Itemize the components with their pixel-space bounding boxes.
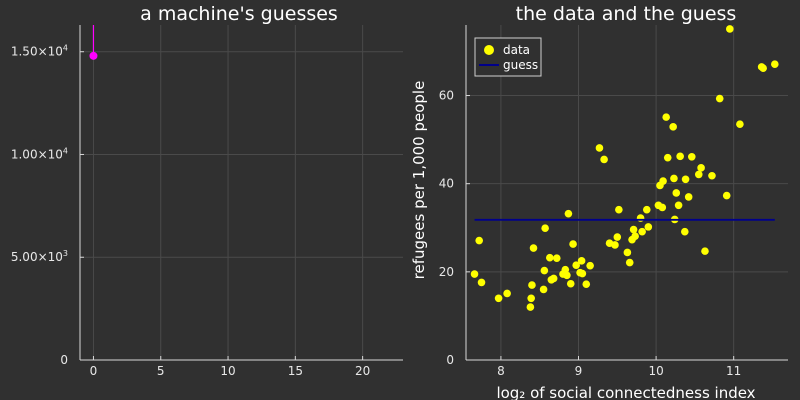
data-point — [539, 285, 548, 294]
loss-x-ticks: 0 5 10 15 20 — [90, 356, 370, 378]
scatter-marks — [470, 25, 779, 311]
loss-y-tick-label: 0 — [60, 353, 68, 367]
data-point — [736, 120, 744, 128]
loss-y-tick-label: 1.00×104 — [11, 146, 68, 161]
data-point — [563, 271, 571, 280]
data-point — [708, 171, 716, 180]
data-point — [561, 265, 570, 274]
data-point — [477, 278, 486, 287]
data-point — [670, 174, 678, 183]
data-point — [669, 123, 677, 131]
scatter-x-ticks: 8 9 10 11 — [497, 356, 741, 378]
loss-point — [89, 51, 98, 60]
loss-marks — [89, 25, 98, 60]
data-point — [722, 191, 731, 200]
data-point — [662, 113, 670, 121]
scatter-y-tick-label: 60 — [439, 89, 454, 103]
scatter-y-ticks: 0 20 40 60 — [439, 89, 470, 367]
legend-guess-label: guess — [503, 58, 538, 72]
data-point — [529, 244, 538, 252]
data-point — [552, 254, 561, 262]
loss-x-tick-label: 0 — [90, 364, 98, 378]
data-point — [681, 227, 689, 236]
data-point — [527, 294, 535, 303]
data-point — [638, 227, 646, 236]
loss-panel: 0 5 10 15 20 0 5.00×103 1.00×104 1.50×104 a mac… — [11, 3, 403, 378]
scatter-x-tick-label: 10 — [648, 364, 663, 378]
data-point — [687, 152, 696, 161]
data-point — [658, 203, 667, 212]
data-point — [684, 193, 693, 201]
data-point — [697, 164, 705, 172]
data-point — [526, 303, 535, 311]
legend-data-swatch — [484, 45, 494, 55]
data-point — [494, 294, 503, 303]
data-point — [659, 177, 667, 185]
loss-y-tick-label: 5.00×103 — [11, 249, 68, 264]
data-point — [545, 253, 554, 262]
scatter-title: the data and the guess — [516, 3, 737, 25]
loss-x-tick-label: 10 — [220, 364, 235, 378]
data-point — [759, 64, 767, 72]
data-point — [600, 155, 608, 164]
data-point — [572, 261, 580, 270]
data-point — [586, 261, 594, 270]
data-point — [625, 258, 634, 267]
scatter-y-axis-label: refugees per 1,000 people — [410, 81, 428, 280]
loss-x-tick-label: 15 — [288, 364, 303, 378]
data-point — [642, 205, 651, 214]
loss-x-tick-label: 5 — [157, 364, 165, 378]
data-point — [613, 233, 622, 241]
data-point — [577, 257, 586, 265]
data-point — [541, 224, 549, 233]
data-point — [644, 223, 653, 231]
scatter-y-tick-label: 0 — [446, 353, 454, 367]
data-point — [629, 225, 638, 234]
data-point — [540, 266, 549, 275]
data-point — [569, 240, 577, 248]
data-point — [701, 247, 709, 255]
legend: data guess — [474, 37, 542, 77]
data-point — [615, 205, 623, 214]
scatter-panel: 8 9 10 11 0 20 40 60 the data and the guess lo… — [410, 3, 788, 400]
loss-x-tick-label: 20 — [355, 364, 370, 378]
data-point — [470, 270, 479, 278]
data-point — [611, 241, 619, 249]
data-point — [623, 248, 632, 257]
data-point — [475, 236, 483, 245]
scatter-x-tick-label: 11 — [726, 364, 741, 378]
data-point — [726, 25, 734, 33]
data-point — [564, 209, 573, 218]
data-point — [681, 175, 690, 184]
data-point — [582, 280, 591, 288]
scatter-x-tick-label: 8 — [497, 364, 505, 378]
data-point — [694, 170, 703, 179]
legend-data-label: data — [503, 43, 530, 57]
loss-y-ticks: 0 5.00×103 1.00×104 1.50×104 — [11, 44, 84, 367]
data-point — [503, 289, 511, 298]
data-point — [674, 201, 683, 210]
scatter-x-tick-label: 9 — [575, 364, 583, 378]
data-point — [672, 189, 681, 197]
data-point — [528, 281, 536, 289]
data-point — [663, 153, 672, 162]
scatter-y-tick-label: 40 — [439, 177, 454, 191]
data-point — [549, 274, 558, 283]
data-point — [631, 232, 639, 240]
data-point — [715, 94, 724, 103]
scatter-y-tick-label: 20 — [439, 265, 454, 279]
data-point — [676, 152, 684, 161]
loss-y-tick-label: 1.50×104 — [11, 44, 68, 59]
data-point — [595, 144, 604, 152]
data-point — [771, 60, 779, 69]
data-point — [566, 279, 575, 288]
loss-title: a machine's guesses — [140, 3, 338, 25]
data-point — [578, 269, 587, 278]
scatter-x-axis-label: log₂ of social connectedness index — [496, 384, 755, 400]
legend-box — [474, 37, 542, 77]
